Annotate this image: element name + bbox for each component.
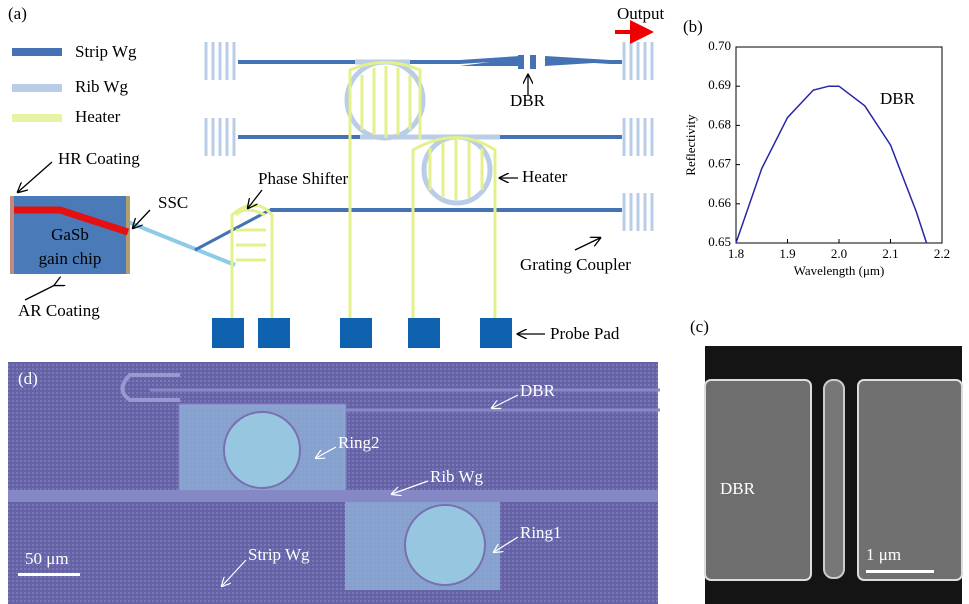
panel-a: (a) Strip Wg Rib Wg Heater	[8, 4, 665, 348]
annotation: Grating Coupler	[520, 255, 631, 274]
panel-d: (d) DBR Ring2 Rib Wg Ring1 Strip Wg 50 μ…	[8, 362, 660, 604]
annotation: Strip Wg	[248, 545, 310, 564]
x-tick-label: 2.2	[934, 246, 950, 261]
y-tick-label: 0.70	[708, 38, 731, 53]
plot-frame	[736, 47, 942, 243]
legend-entry: Heater	[75, 107, 121, 126]
panel-label: (c)	[690, 317, 709, 336]
annotation: GaSb	[51, 225, 89, 244]
annotation: Rib Wg	[430, 467, 484, 486]
data-line	[736, 86, 927, 243]
annotation: DBR	[720, 479, 756, 498]
annotation: AR Coating	[18, 301, 100, 320]
annotation: HR Coating	[58, 149, 140, 168]
annotation: Ring2	[338, 433, 380, 452]
y-tick-label: 0.66	[708, 195, 731, 210]
annotation: gain chip	[39, 249, 102, 268]
panel-c: (c) DBR 1 μm	[690, 317, 962, 604]
scale-bar-label: 50 μm	[25, 549, 69, 568]
scale-bar	[18, 573, 80, 576]
panel-label: (a)	[8, 4, 27, 23]
y-axis-label: Reflectivity	[683, 114, 698, 176]
legend-swatch	[12, 84, 62, 92]
heaters	[232, 63, 495, 321]
legend-swatch	[12, 48, 62, 56]
scale-bar-label: 1 μm	[866, 545, 901, 564]
annotation: Phase Shifter	[258, 169, 349, 188]
annotation: Probe Pad	[550, 324, 620, 343]
legend-swatch	[12, 114, 62, 122]
annotation: Output	[617, 4, 665, 23]
y-tick-label: 0.67	[708, 156, 731, 171]
annotation: DBR	[510, 91, 546, 110]
legend-entry: Strip Wg	[75, 42, 137, 61]
y-tick-label: 0.68	[708, 116, 731, 131]
annotation: DBR	[520, 381, 556, 400]
x-tick-label: 2.1	[882, 246, 898, 261]
probe-pads	[212, 318, 512, 348]
annotation: DBR	[880, 89, 916, 108]
panel-label: (d)	[18, 369, 38, 388]
figure: (a) Strip Wg Rib Wg Heater	[0, 0, 969, 604]
y-tick-label: 0.69	[708, 77, 731, 92]
annotation: Heater	[522, 167, 568, 186]
x-tick-label: 2.0	[831, 246, 847, 261]
panel-label: (b)	[683, 17, 703, 36]
y-tick-label: 0.65	[708, 234, 731, 249]
x-tick-label: 1.9	[779, 246, 795, 261]
dbr-bar	[824, 380, 844, 578]
annotation: Ring1	[520, 523, 562, 542]
legend-entry: Rib Wg	[75, 77, 129, 96]
panel-b: (b) DBR Wavelength (μm) Reflectivity 1.8…	[683, 17, 950, 278]
x-axis-label: Wavelength (μm)	[794, 263, 885, 278]
scale-bar	[866, 570, 934, 573]
annotation: SSC	[158, 193, 188, 212]
